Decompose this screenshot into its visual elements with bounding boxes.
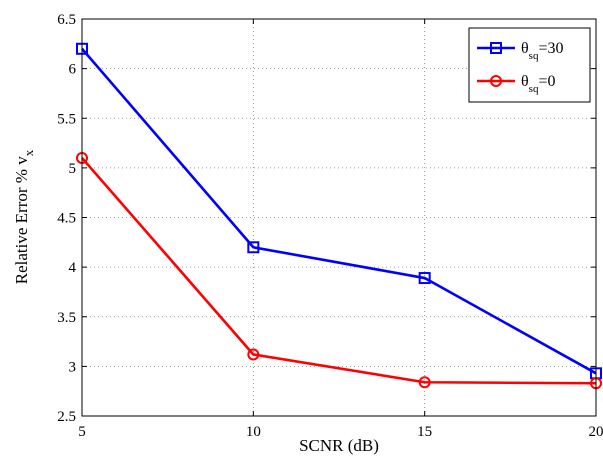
- y-axis-label-group: Relative Error % vx: [12, 149, 36, 284]
- y-tick-label: 4.5: [57, 211, 76, 227]
- axes: 5 10 15 20 2.5 3 3.5 4 4.5 5 5.5 6 6.5: [57, 12, 603, 440]
- data-point-square: [247, 241, 260, 254]
- x-tick-label: 5: [78, 424, 86, 440]
- legend-subscript: sq: [529, 83, 539, 95]
- series-line-0: [81, 47, 597, 375]
- legend-value: =30: [538, 40, 563, 57]
- y-axis-label: Relative Error % vx: [12, 149, 36, 284]
- legend-box: [468, 27, 591, 103]
- y-tick-label: 6: [69, 62, 77, 78]
- y-axis-label-subscript: x: [21, 149, 36, 156]
- x-tick-label: 15: [417, 424, 432, 440]
- legend-symbol: θ: [521, 73, 529, 90]
- legend-symbol: θ: [521, 40, 529, 57]
- legend-marker-square: [490, 42, 502, 54]
- y-tick-label: 3: [69, 359, 77, 375]
- legend-marker-circle: [490, 75, 502, 87]
- data-point-circle: [418, 376, 431, 389]
- y-tick-label: 4: [69, 260, 77, 276]
- series-layer: [76, 42, 602, 390]
- y-axis-label-main: Relative Error % v: [12, 156, 31, 284]
- legend-entry-label: θsq=30: [521, 40, 563, 62]
- y-tick-label: 5.5: [57, 111, 76, 127]
- x-axis-label: SCNR (dB): [299, 436, 379, 455]
- data-point-square: [418, 272, 431, 285]
- y-tick-label: 5: [69, 161, 77, 177]
- legend-entry-label: θsq=0: [521, 73, 555, 95]
- series-line-1: [81, 157, 597, 385]
- data-point-circle: [247, 348, 260, 361]
- x-tick-label: 20: [589, 424, 603, 440]
- legend-subscript: sq: [529, 50, 539, 62]
- x-tick-label: 10: [246, 424, 261, 440]
- y-tick-label: 6.5: [57, 12, 76, 28]
- y-tick-label: 2.5: [57, 409, 76, 425]
- y-tick-label: 3.5: [57, 310, 76, 326]
- legend-value: =0: [538, 73, 555, 90]
